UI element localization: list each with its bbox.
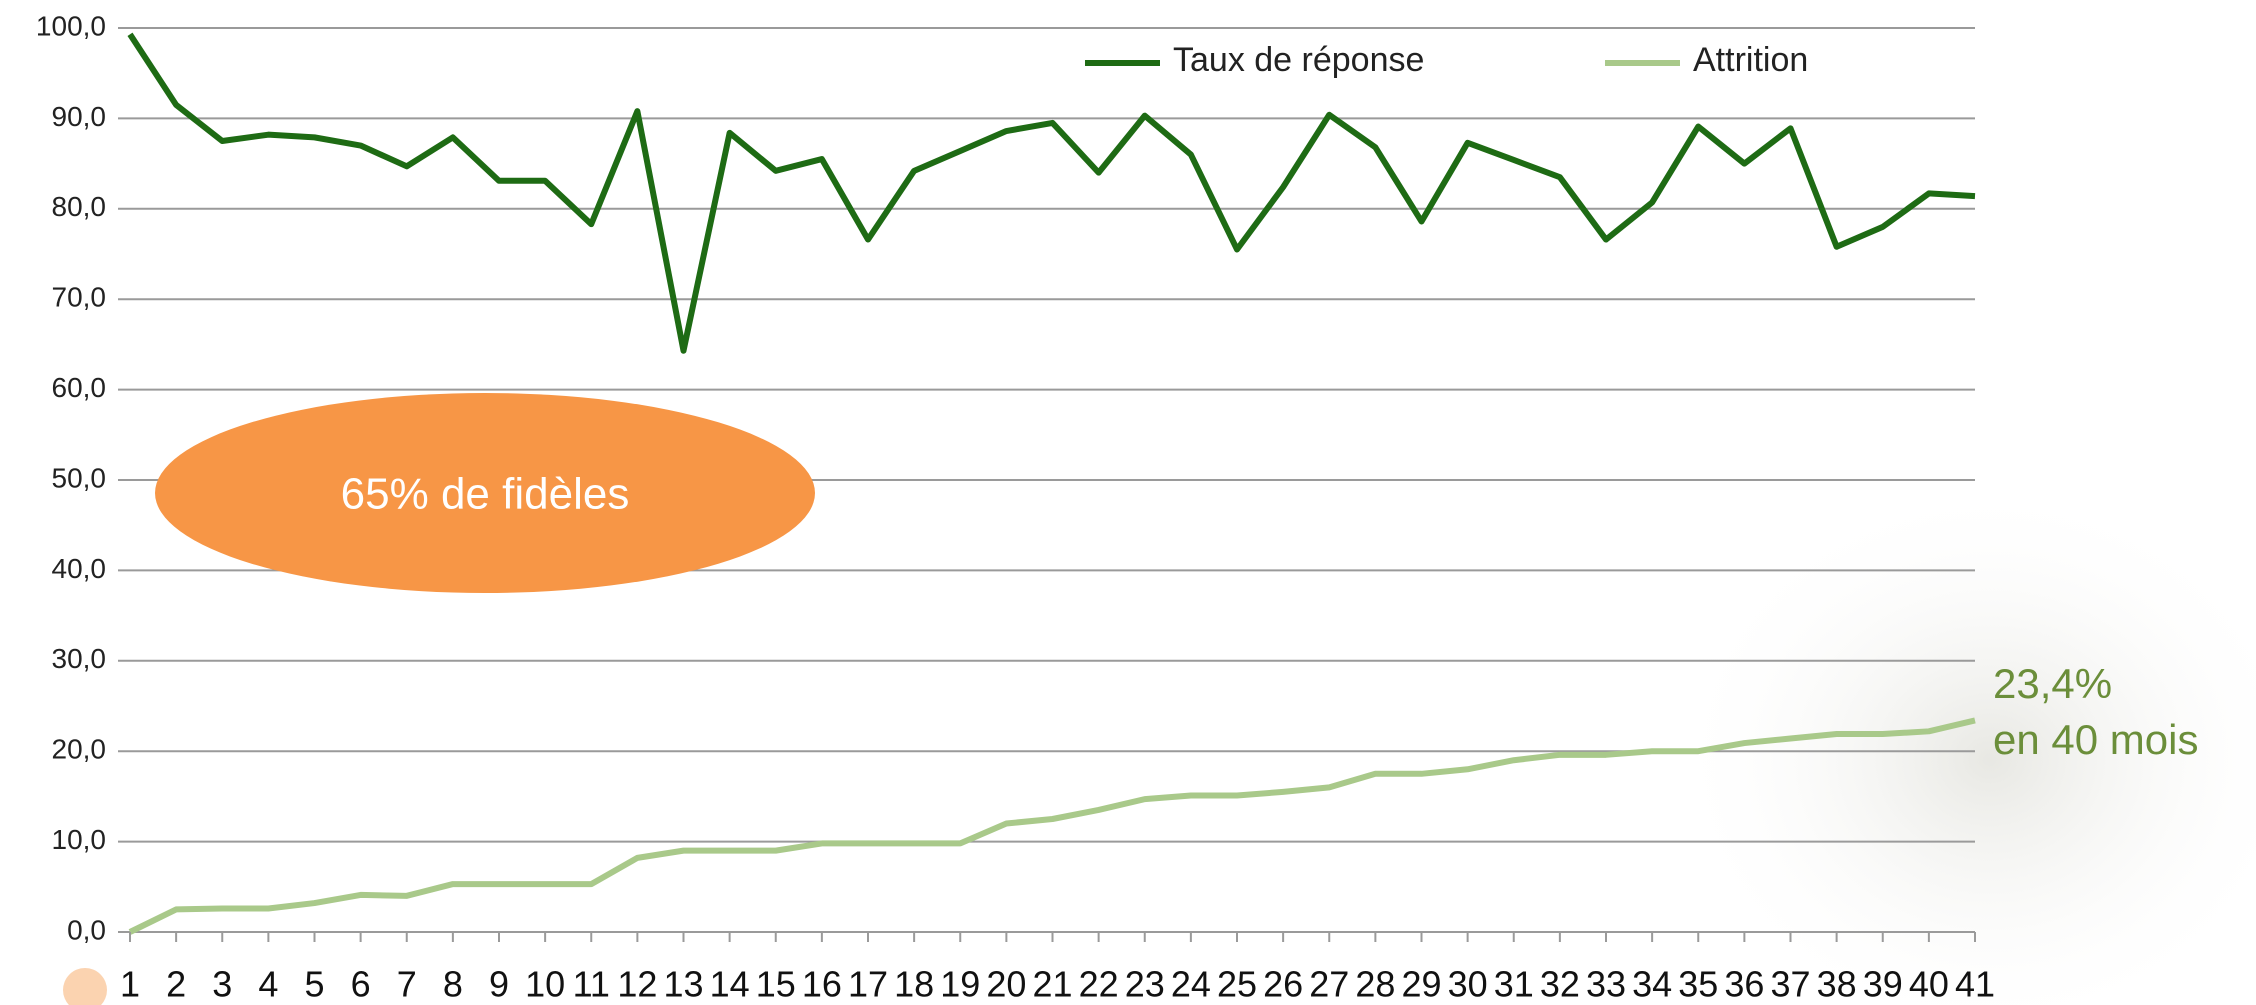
x-tick-label: 16 — [802, 964, 842, 1005]
series-line — [127, 32, 1976, 354]
y-tick-label: 0,0 — [67, 914, 106, 945]
legend: Taux de réponse Attrition — [1085, 41, 1808, 79]
x-tick-label: 13 — [663, 964, 703, 1005]
y-tick-label: 70,0 — [52, 282, 107, 313]
x-tick-label: 34 — [1632, 964, 1672, 1005]
x-tick-label: 22 — [1079, 964, 1119, 1005]
y-tick-label: 90,0 — [52, 101, 107, 132]
corner-decoration — [63, 968, 107, 1005]
annotation: 23,4% — [1993, 660, 2112, 707]
x-tick-label: 31 — [1494, 964, 1534, 1005]
x-tick-label: 38 — [1817, 964, 1857, 1005]
y-tick-label: 60,0 — [52, 372, 107, 403]
lines — [127, 32, 1976, 935]
x-tick-label: 3 — [212, 964, 232, 1005]
x-tick-label: 9 — [489, 964, 509, 1005]
x-tick-label: 21 — [1032, 964, 1072, 1005]
x-tick-label: 30 — [1448, 964, 1488, 1005]
y-tick-label: 40,0 — [52, 553, 107, 584]
x-tick-label: 12 — [617, 964, 657, 1005]
x-tick-label: 20 — [986, 964, 1026, 1005]
x-tick-label: 27 — [1309, 964, 1349, 1005]
x-tick-label: 4 — [258, 964, 278, 1005]
x-tick-label: 41 — [1955, 964, 1995, 1005]
y-tick-label: 20,0 — [52, 734, 107, 765]
x-tick-label: 39 — [1863, 964, 1903, 1005]
legend-label: Taux de réponse — [1173, 41, 1424, 79]
x-tick-label: 5 — [304, 964, 324, 1005]
x-tick-label: 14 — [710, 964, 750, 1005]
oval-label: 65% de fidèles — [341, 470, 630, 519]
x-tick-label: 33 — [1586, 964, 1626, 1005]
x-tick-label: 8 — [443, 964, 463, 1005]
x-tick-label: 35 — [1678, 964, 1718, 1005]
x-tick-label: 26 — [1263, 964, 1303, 1005]
x-tick-label: 10 — [525, 964, 565, 1005]
x-tick-label: 24 — [1171, 964, 1211, 1005]
y-tick-label: 80,0 — [52, 191, 107, 222]
highlight-oval — [155, 393, 815, 593]
x-tick-label: 36 — [1724, 964, 1764, 1005]
x-tick-label: 23 — [1125, 964, 1165, 1005]
x-tick-label: 28 — [1355, 964, 1395, 1005]
background-decoration — [1670, 480, 2256, 1005]
x-tick-label: 32 — [1540, 964, 1580, 1005]
x-tick-label: 7 — [397, 964, 417, 1005]
x-tick-label: 40 — [1909, 964, 1949, 1005]
x-tick-label: 25 — [1217, 964, 1257, 1005]
y-tick-label: 30,0 — [52, 643, 107, 674]
x-tick-label: 2 — [166, 964, 186, 1005]
x-tick-label: 29 — [1401, 964, 1441, 1005]
y-tick-label: 100,0 — [36, 10, 106, 41]
x-tick-label: 15 — [756, 964, 796, 1005]
x-tick-label: 6 — [351, 964, 371, 1005]
y-tick-label: 10,0 — [52, 824, 107, 855]
x-axis: 1 2 3 4 5 6 7 8 9 10 11 12 13 14 15 16 17 18 19 20 21 22 23 24 2… — [120, 932, 1995, 1005]
y-tick-label: 50,0 — [52, 462, 107, 493]
x-tick-label: 18 — [894, 964, 934, 1005]
x-tick-label: 37 — [1770, 964, 1810, 1005]
x-tick-label: 1 — [120, 964, 140, 1005]
series-line — [128, 717, 1976, 935]
x-tick-label: 19 — [940, 964, 980, 1005]
x-tick-label: 17 — [848, 964, 888, 1005]
annotation: en 40 mois — [1993, 716, 2198, 763]
x-tick-label: 11 — [573, 964, 610, 1005]
legend-label: Attrition — [1693, 41, 1808, 79]
